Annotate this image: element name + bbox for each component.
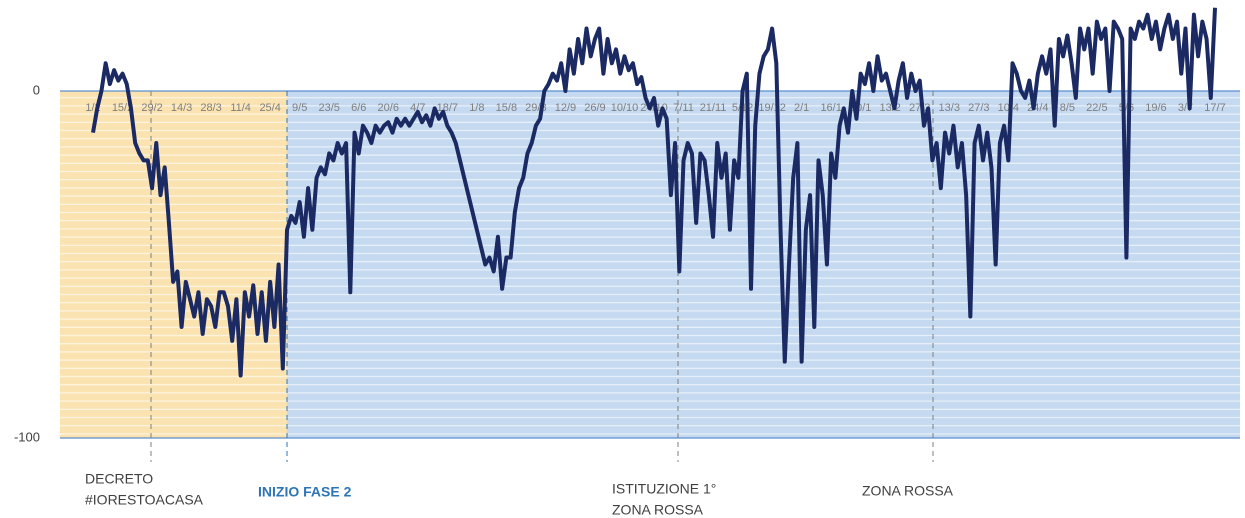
x-tick-label: 1/8 [469,102,484,114]
x-tick-label: 27/3 [968,102,989,114]
annotation-label: ISTITUZIONE 1° [612,481,716,497]
x-tick-label: 16/1 [820,102,841,114]
x-tick-label: 17/7 [1204,102,1225,114]
annotation-label: DECRETO [85,471,153,487]
x-tick-label: 20/6 [378,102,399,114]
x-tick-label: 27/2 [909,102,930,114]
x-tick-label: 4/7 [410,102,425,114]
y-tick-label: -100 [14,429,40,444]
x-tick-label: 23/5 [318,102,339,114]
x-tick-label: 24/4 [1027,102,1048,114]
x-tick-label: 10/4 [998,102,1019,114]
x-tick-label: 13/2 [879,102,900,114]
x-tick-label: 14/3 [171,102,192,114]
x-tick-label: 6/6 [351,102,366,114]
x-tick-label: 19/12 [758,102,786,114]
x-tick-label: 28/3 [200,102,221,114]
x-tick-label: 22/5 [1086,102,1107,114]
x-tick-label: 10/10 [611,102,639,114]
x-tick-label: 26/9 [584,102,605,114]
x-tick-label: 2/1 [794,102,809,114]
annotation-label: ZONA ROSSA [612,502,704,518]
x-tick-label: 9/5 [292,102,307,114]
x-tick-label: 7/11 [673,102,694,114]
x-tick-label: 12/9 [555,102,576,114]
x-tick-label: 13/3 [939,102,960,114]
annotation-label: #IORESTOACASA [85,492,204,508]
plot: 0 -100 DECRETO #IORESTOACASA INIZIO FASE 2 IS… [14,7,1240,518]
x-tick-label: 21/11 [700,102,727,114]
x-tick-label: 5/6 [1119,102,1134,114]
x-tick-label: 8/5 [1060,102,1075,114]
x-tick-label: 15/2 [112,102,133,114]
y-tick-label: 0 [33,82,40,97]
x-tick-label: 18/7 [437,102,458,114]
x-tick-label: 19/6 [1145,102,1166,114]
x-tick-label: 11/4 [230,102,251,114]
annotation-label: ZONA ROSSA [862,483,954,499]
stripe-pattern [60,91,1240,438]
x-tick-label: 29/2 [141,102,162,114]
data-line [91,7,1217,378]
x-tick-label: 25/4 [259,102,280,114]
annotation-label: INIZIO FASE 2 [258,484,352,500]
x-tick-label: 15/8 [496,102,517,114]
